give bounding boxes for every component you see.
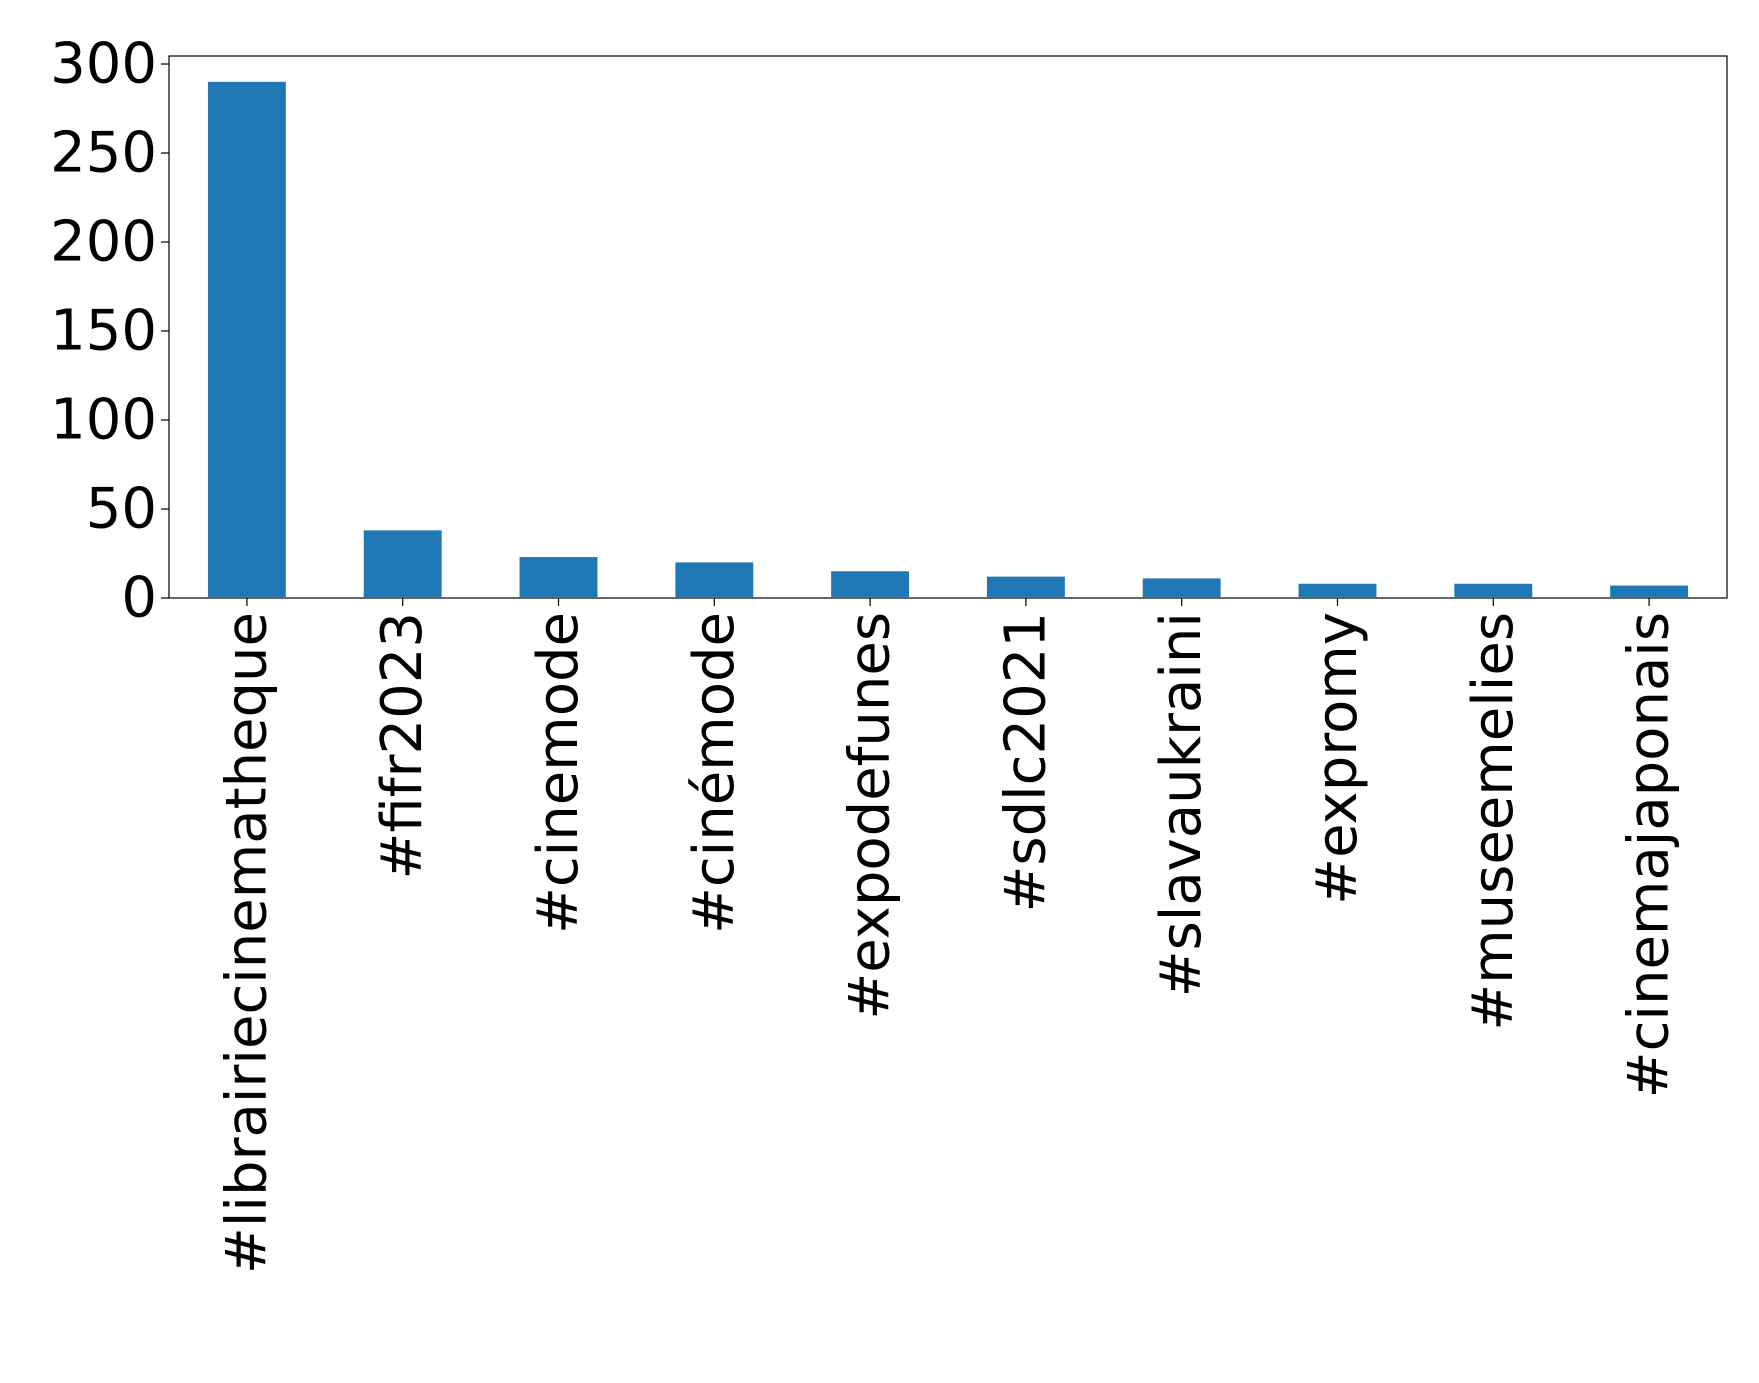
bar — [519, 557, 598, 598]
y-tick-label: 300 — [50, 32, 157, 97]
x-tick-label: #cinemajaponais — [1617, 612, 1682, 1098]
y-tick-label: 200 — [50, 210, 157, 275]
bar — [207, 81, 286, 599]
axes-frame — [168, 55, 1728, 599]
bar — [986, 576, 1065, 598]
bar — [363, 530, 442, 598]
bar — [1142, 578, 1221, 598]
x-tick-label: #cinemode — [526, 612, 591, 934]
x-tick-label: #sdlc2021 — [993, 612, 1058, 913]
bar — [1610, 585, 1689, 598]
x-tick-label: #expodefunes — [838, 612, 903, 1020]
x-tick-label: #fifr2023 — [370, 612, 435, 879]
x-tick-label: #slavaukraini — [1149, 612, 1214, 997]
x-tick-label: #museemelies — [1461, 612, 1526, 1031]
y-tick-label: 0 — [121, 566, 157, 631]
bar — [675, 562, 754, 598]
x-tick-label: #librairiecinematheque — [214, 612, 279, 1274]
x-tick-label: #expromy — [1305, 612, 1370, 905]
y-tick-label: 50 — [86, 477, 157, 542]
x-tick-label: #cinémode — [682, 612, 747, 934]
bar — [1454, 583, 1533, 598]
bar — [831, 571, 910, 598]
bar — [1298, 583, 1377, 598]
y-tick-label: 250 — [50, 121, 157, 186]
y-tick-label: 100 — [50, 388, 157, 453]
y-tick-label: 150 — [50, 299, 157, 364]
